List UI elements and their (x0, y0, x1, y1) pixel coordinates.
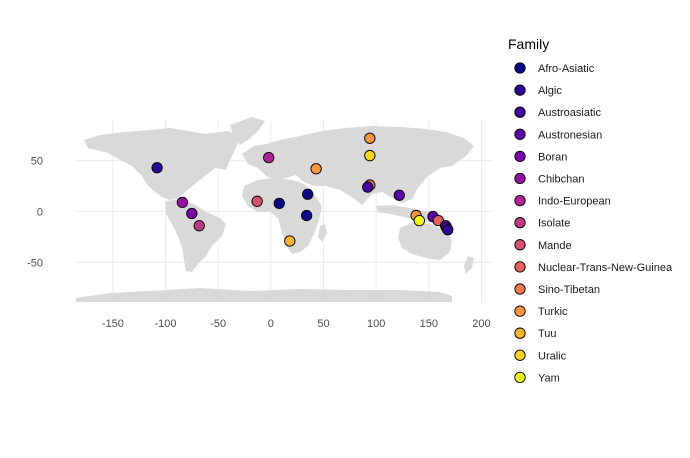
legend-entry: Indo-European (514, 194, 611, 208)
legend-entry: Austroasiatic (514, 106, 601, 119)
legend-entry: Isolate (514, 217, 570, 230)
legend-label: Isolate (538, 218, 570, 230)
language-point (364, 132, 376, 144)
legend-title: Family (508, 36, 549, 52)
legend-key (514, 261, 526, 273)
legend-entry: Nuclear-Trans-New-Guinea (514, 261, 673, 274)
eurasia-landmass (242, 126, 474, 205)
legend-entry: Afro-Asiatic (514, 62, 595, 75)
greenland-landmass (230, 117, 265, 145)
x-tick-label: 100 (367, 318, 385, 330)
language-point (193, 220, 205, 232)
x-tick-label: 0 (268, 318, 274, 330)
language-point (310, 163, 322, 175)
legend-key (514, 194, 526, 207)
legend-entry: Tuu (514, 327, 557, 340)
legend-key (514, 327, 526, 339)
legend-key (514, 349, 526, 361)
legend-label: Yam (538, 372, 560, 384)
africa-landmass (242, 178, 322, 254)
legend-entry: Boran (514, 150, 567, 163)
legend-items: Afro-Asiatic Algic Austroasiatic Austronesi… (514, 62, 673, 384)
legend-label: Nuclear-Trans-New-Guinea (538, 262, 673, 274)
language-point (176, 196, 189, 209)
legend-entry: Sino-Tibetan (514, 283, 600, 296)
north-america-landmass (84, 128, 240, 200)
legend-key (514, 371, 526, 384)
x-tick-label: -50 (210, 318, 226, 330)
language-point (251, 195, 263, 207)
legend-label: Tuu (538, 328, 557, 340)
x-tick-label: 200 (472, 318, 490, 330)
legend-key (514, 150, 526, 163)
language-point (151, 162, 163, 174)
legend-label: Sino-Tibetan (538, 284, 600, 296)
legend-entry: Mande (514, 239, 572, 252)
legend-entry: Chibchan (514, 172, 584, 186)
points-layer (151, 132, 454, 247)
y-tick-label: -50 (27, 257, 43, 269)
legend-label: Algic (538, 85, 562, 97)
legend-entry: Turkic (514, 305, 568, 318)
legend-key (514, 128, 526, 140)
legend: Family Afro-Asiatic Algic Austroasiatic Aus… (508, 36, 673, 384)
language-point (302, 188, 314, 200)
legend-key (514, 172, 526, 185)
x-tick-label: -150 (102, 318, 124, 330)
axis-ticks: -150 -100 -50 0 50 100 150 200 -50 0 50 (27, 156, 491, 330)
legend-label: Boran (538, 151, 567, 163)
legend-key (514, 283, 526, 295)
legend-entry: Algic (514, 84, 562, 97)
antarctica-landmass (76, 288, 452, 302)
legend-label: Austroasiatic (538, 107, 601, 119)
y-tick-label: 50 (31, 156, 43, 168)
language-point (413, 214, 425, 227)
legend-key (514, 84, 526, 96)
language-point (442, 224, 454, 236)
legend-label: Indo-European (538, 196, 611, 208)
language-point (273, 197, 285, 210)
world-land-silhouette (76, 117, 474, 302)
south-america-landmass (166, 199, 226, 272)
legend-label: Uralic (538, 350, 567, 362)
madagascar-landmass (318, 224, 327, 242)
language-point (300, 209, 313, 222)
legend-label: Austronesian (538, 129, 602, 141)
legend-entry: Yam (514, 371, 560, 384)
x-tick-label: 50 (317, 318, 329, 330)
language-point (284, 235, 296, 247)
legend-key (514, 217, 526, 229)
language-point (362, 181, 374, 193)
x-tick-label: -100 (155, 318, 177, 330)
language-point (263, 151, 275, 164)
language-point (364, 149, 376, 162)
language-point (186, 207, 198, 220)
legend-entry: Austronesian (514, 128, 602, 141)
y-tick-label: 0 (37, 207, 43, 219)
legend-key (514, 62, 526, 74)
new-zealand-landmass (464, 256, 474, 274)
legend-label: Afro-Asiatic (538, 63, 595, 75)
legend-key (514, 239, 526, 251)
plot-area: -150 -100 -50 0 50 100 150 200 -50 0 50 (27, 117, 492, 330)
legend-label: Mande (538, 240, 572, 252)
legend-key (514, 305, 526, 317)
legend-key (514, 106, 526, 118)
x-tick-label: 150 (420, 318, 438, 330)
legend-entry: Uralic (514, 349, 567, 362)
language-point (393, 189, 405, 201)
australia-landmass (398, 222, 452, 260)
legend-label: Turkic (538, 306, 568, 318)
legend-label: Chibchan (538, 174, 584, 186)
